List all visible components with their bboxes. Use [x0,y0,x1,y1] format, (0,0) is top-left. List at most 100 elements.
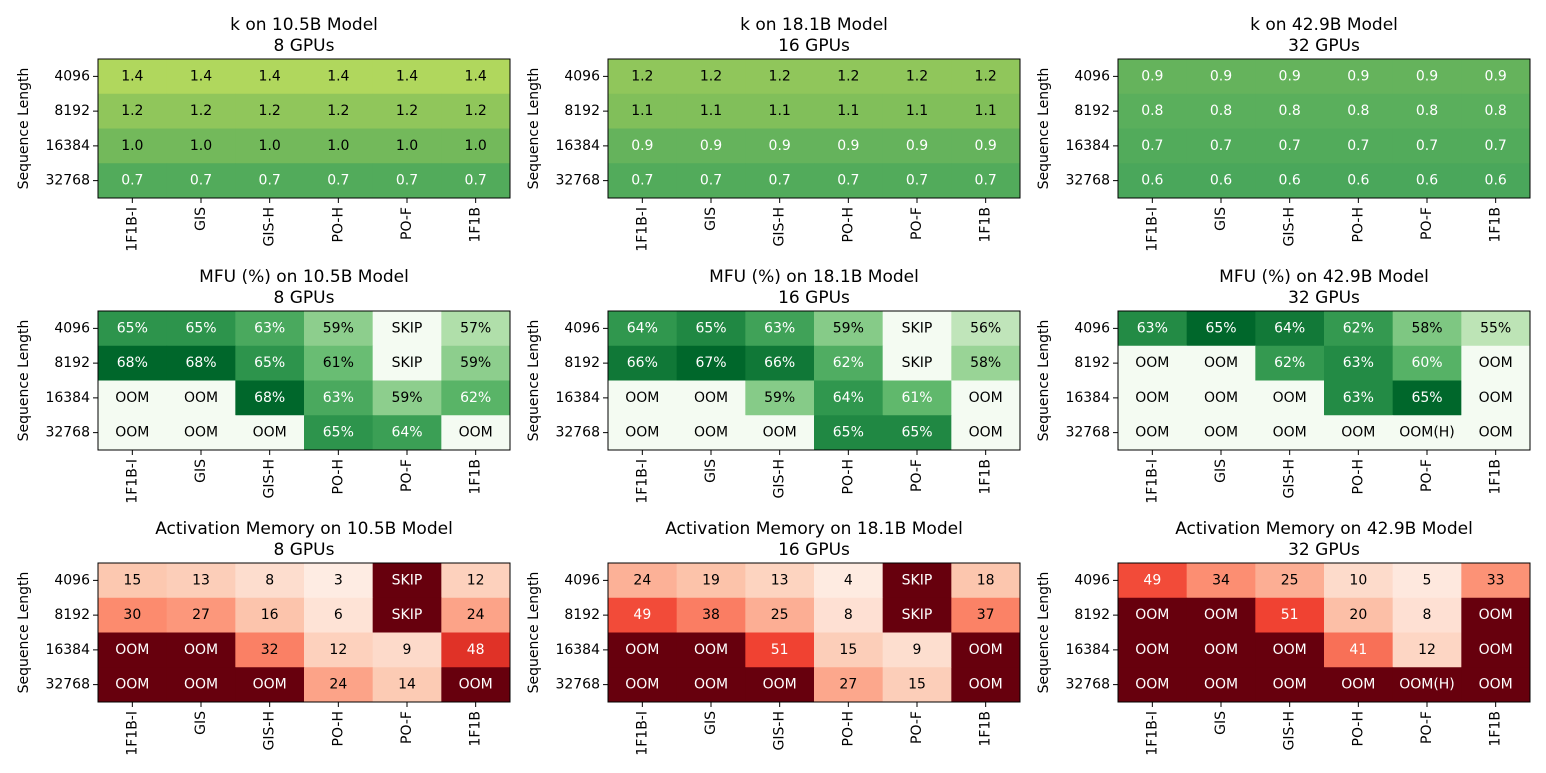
cell-label: 0.8 [1347,103,1369,119]
heatmap-cell [235,597,305,633]
cell-label: OOM [115,642,149,658]
x-tick-label: GIS-H [1282,207,1298,246]
cell-label: OOM [1204,642,1238,658]
x-tick-label: 1F1B [468,711,484,746]
cell-label: 62% [460,390,491,406]
heatmap-cell [1392,415,1462,451]
heatmap-cell [1255,59,1325,95]
y-tick-label: 4096 [564,68,600,84]
heatmap-cell [372,563,442,599]
x-tick-label: PO-F [399,459,415,492]
x-tick-label: PO-H [330,459,346,494]
heatmap-cell [166,563,236,599]
heatmap-cell [608,163,678,199]
cell-label: 62% [833,355,864,371]
cell-label: 15 [123,572,141,588]
heatmap-cell [608,632,678,668]
heatmap-cell [882,59,952,95]
cell-label: OOM [459,677,493,693]
heatmap-cell [166,163,236,199]
cell-label: 20 [1349,607,1367,623]
chart-title: Activation Memory on 18.1B Model [665,519,963,539]
chart-subtitle: 16 GPUs [778,36,850,56]
cell-label: 59% [391,390,422,406]
cell-label: 0.6 [1210,173,1232,189]
heatmap-cell [1392,597,1462,633]
cell-label: OOM [1273,677,1307,693]
cell-label: 9 [913,642,922,658]
heatmap-cell [676,163,746,199]
heatmap-cell [1186,128,1256,164]
heatmap-cell [235,632,305,668]
heatmap-cell [98,563,168,599]
heatmap-cell [1186,667,1256,703]
x-tick-label: GIS [703,207,719,231]
cell-label: OOM [1204,677,1238,693]
heatmap-cell [676,597,746,633]
cell-label: 0.9 [1279,68,1301,84]
heatmap-cell [166,59,236,95]
heatmap-cell [951,415,1021,451]
heatmap-cell [1324,632,1394,668]
heatmap-cell [1324,667,1394,703]
x-tick-label: 1F1B [1488,459,1504,494]
x-tick-label: 1F1B-I [634,459,650,504]
cell-label: 1.2 [259,103,281,119]
heatmap-cell [1461,128,1531,164]
heatmap-cell [676,345,746,381]
heatmap-cell [1392,93,1462,129]
cell-label: 64% [627,320,658,336]
heatmap-cell [745,59,815,95]
cell-label: SKIP [902,320,933,336]
cell-label: 1.2 [631,68,653,84]
cell-label: 3 [334,572,343,588]
plot-frame [1117,562,1531,703]
heatmap-cell [372,667,442,703]
heatmap-cell [1324,415,1394,451]
cell-label: 1.2 [465,103,487,119]
plot-frame [97,310,511,451]
cell-label: OOM [1479,425,1513,441]
cell-label: 1.4 [121,68,143,84]
heatmap-cell [1324,128,1394,164]
heatmap-cell [1255,563,1325,599]
heatmap-cell [166,128,236,164]
heatmap-cell [676,311,746,347]
heatmap-cell [441,667,511,703]
cell-label: OOM [115,425,149,441]
heatmap-cell [814,415,884,451]
cell-label: OOM [694,425,728,441]
heatmap-cell [745,632,815,668]
heatmap-cell [882,93,952,129]
heatmap-cell [166,667,236,703]
heatmap-cell [1255,345,1325,381]
heatmap-cell [235,59,305,95]
heatmap-cell [814,163,884,199]
heatmap-cell [676,380,746,416]
cell-label: 0.7 [396,173,418,189]
heatmap-cell [1255,128,1325,164]
heatmap-cell [1324,563,1394,599]
x-tick-label: PO-H [840,207,856,242]
chart-title: k on 42.9B Model [1250,15,1398,35]
cell-label: 0.7 [259,173,281,189]
heatmap-cell [235,415,305,451]
cell-label: OOM [1479,677,1513,693]
cell-label: 8 [1423,607,1432,623]
x-tick-label: PO-H [1350,207,1366,242]
x-tick-label: GIS [1213,711,1229,735]
cell-label: 1.0 [190,138,212,154]
cell-label: 0.7 [837,173,859,189]
heatmap-cell [98,163,168,199]
cell-label: 1.4 [465,68,487,84]
x-tick-label: GIS-H [772,711,788,750]
heatmap-cell [304,380,374,416]
heatmap-cell [1324,597,1394,633]
cell-label: OOM [1135,642,1169,658]
heatmap-cell [951,667,1021,703]
cell-label: 0.9 [769,138,791,154]
heatmap-cell [1255,163,1325,199]
heatmap-cell [98,128,168,164]
chart-subtitle: 16 GPUs [778,288,850,308]
cell-label: 51 [771,642,789,658]
